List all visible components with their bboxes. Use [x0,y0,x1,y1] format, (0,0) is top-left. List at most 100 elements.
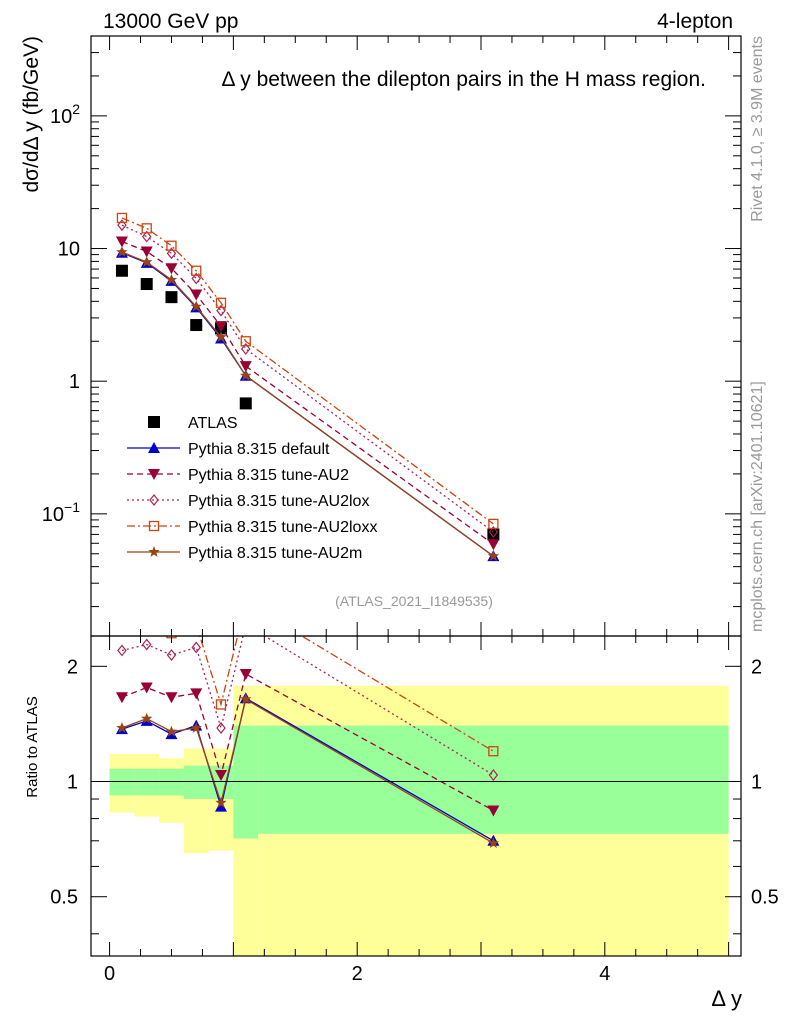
main-ylabel: dσ/dΔ y (fb/GeV) [20,36,43,193]
ratio-series [115,598,500,849]
data-point-5 [487,550,500,561]
data-point-4 [141,223,152,234]
data-point-5 [240,369,252,381]
data-point-2 [239,361,252,373]
ratio-point-5 [215,796,227,808]
ratio-band-inner [134,768,160,796]
data-point-3 [240,342,251,355]
main-title: Δ y between the dilepton pairs in the H … [222,68,706,91]
ratio-point-2 [115,692,128,704]
main-series [115,212,500,562]
legend-marker [148,442,160,453]
ratio-point-5 [487,837,500,849]
ratio-point-5 [141,712,153,724]
data-point-2 [190,289,203,301]
data-point-5 [165,273,178,285]
ratio-point-3 [191,641,202,654]
ratio-point-5 [240,693,252,705]
ratio-ytick-label-left: 1 [67,772,78,794]
ratio-point-2 [165,692,178,704]
main-ytick-label: 10 [58,239,80,261]
ratio-point-3 [242,620,250,630]
ratio-point-4 [192,620,201,629]
ratio-band-inner [109,768,135,796]
data-point-3 [141,230,152,243]
data-point-3 [191,272,202,285]
ratio-point-2 [487,805,500,817]
watermark: (ATLAS_2021_I1849535) [335,593,493,609]
data-point-4 [116,212,128,224]
legend-label: Pythia 8.315 tune-AU2loxx [188,519,377,536]
rivet-label: Rivet 4.1.0, ≥ 3.9M events [749,36,766,222]
ratio-point-2 [190,688,203,700]
data-point-2 [115,236,128,248]
xtick-label: 0 [104,963,115,985]
data-point-2 [140,246,153,258]
data-point-5 [116,246,128,257]
data-point-4 [191,265,202,276]
main-ytick-label: 102 [50,101,80,128]
ratio-point-4 [142,616,151,625]
ratio-point-2 [140,682,153,694]
ratio-point-4 [215,699,227,710]
xlabel: Δ y [711,986,742,1011]
ratio-point-3 [141,638,152,651]
data-point-3 [117,219,127,232]
xtick-label: 4 [599,963,610,985]
ratio-point-4 [241,598,250,607]
data-point-0 [165,291,178,304]
main-ytick-label: 10−1 [42,499,80,526]
ratio-point-2 [239,668,252,680]
data-point-4 [240,336,251,347]
data-point-4 [215,297,227,308]
ratio-ytick-label-right: 0.5 [751,887,779,909]
series-line-1 [121,252,494,557]
ratio-frame [90,635,742,957]
ratio-band-inner [159,768,184,796]
data-point-4 [166,240,177,251]
ratio-ytick-label-right: 1 [751,772,762,794]
ratio-ytick-label-left: 2 [67,656,78,678]
data-point-0 [115,264,128,277]
legend-marker [148,546,160,557]
ratio-point-5 [165,725,178,737]
series-line-5 [121,251,494,557]
series-line-3 [121,224,494,533]
data-point-5 [215,331,227,342]
header-right: 4-lepton [657,10,733,33]
mcplots-label: mcplots.cern.ch [arXiv:2401.10621] [749,381,766,632]
ratio-point-4 [117,625,126,634]
legend-marker [148,469,160,480]
ratio-point-1 [215,800,227,812]
data-point-3 [166,247,177,260]
legend-label: ATLAS [188,415,238,432]
axis-ticks: 10−1 1 10 102 0.5 0.5 1 1 2 2 0 2 4 [42,35,779,985]
ratio-bands [109,685,729,956]
legend-label: Pythia 8.315 tune-AU2 [188,467,349,484]
legend-label: Pythia 8.315 default [188,441,330,458]
main-ytick-label: 1 [69,371,80,393]
ratio-band-inner [183,765,209,800]
header-left: 13000 GeV pp [103,10,238,33]
legend-label: Pythia 8.315 tune-AU2m [188,545,362,562]
data-point-2 [215,321,227,333]
data-point-0 [140,278,153,291]
data-point-0 [239,397,252,410]
ratio-line-3 [121,636,494,776]
legend-marker [148,520,160,532]
data-point-5 [141,256,153,267]
ratio-point-3 [117,644,127,657]
ratio-point-3 [216,722,226,734]
data-point-3 [488,526,499,538]
data-point-0 [487,528,500,541]
legend: ATLAS Pythia 8.315 default Pythia 8.315 tu… [127,415,377,562]
ratio-point-4 [488,746,499,757]
ratio-ytick-label-left: 0.5 [50,887,78,909]
ratio-point-2 [215,769,227,781]
ratio-band-outer [183,748,209,854]
data-point-0 [190,319,203,332]
ratio-point-3 [166,649,177,662]
xtick-label: 2 [352,963,363,985]
data-point-5 [190,300,202,312]
